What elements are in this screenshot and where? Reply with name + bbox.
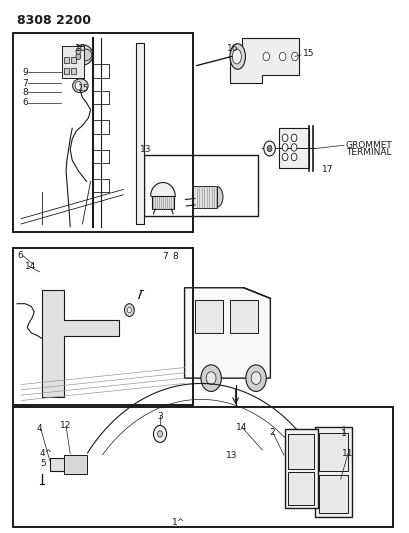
- Circle shape: [291, 52, 297, 61]
- Bar: [144, 155, 258, 216]
- Text: 4: 4: [37, 424, 42, 433]
- Circle shape: [290, 154, 296, 161]
- Bar: [315, 427, 351, 518]
- Circle shape: [127, 308, 131, 313]
- Bar: [229, 300, 258, 333]
- Circle shape: [75, 82, 81, 90]
- Circle shape: [251, 372, 261, 384]
- Text: 6: 6: [22, 98, 28, 107]
- Bar: [284, 429, 317, 508]
- Text: 15: 15: [78, 84, 90, 93]
- Text: 9: 9: [22, 68, 28, 77]
- Polygon shape: [41, 290, 119, 397]
- Ellipse shape: [232, 49, 241, 64]
- Circle shape: [124, 304, 134, 317]
- Circle shape: [281, 144, 287, 151]
- Polygon shape: [150, 182, 175, 196]
- Circle shape: [263, 52, 269, 61]
- Text: 7: 7: [22, 78, 28, 87]
- Ellipse shape: [79, 49, 92, 61]
- Circle shape: [290, 144, 296, 151]
- Circle shape: [281, 154, 287, 161]
- Text: GROMMET: GROMMET: [345, 141, 392, 150]
- Bar: [13, 33, 192, 232]
- Circle shape: [157, 431, 162, 437]
- Circle shape: [279, 52, 285, 61]
- Circle shape: [266, 146, 271, 152]
- Text: 8: 8: [172, 253, 178, 261]
- Bar: [194, 300, 223, 333]
- Circle shape: [245, 365, 265, 391]
- Text: 6: 6: [17, 252, 23, 260]
- Text: 1: 1: [340, 430, 346, 439]
- Circle shape: [263, 141, 274, 156]
- Text: 4^: 4^: [39, 449, 52, 458]
- Circle shape: [206, 372, 216, 384]
- Bar: [13, 407, 392, 527]
- Circle shape: [76, 53, 81, 60]
- Text: 10: 10: [74, 44, 86, 53]
- Text: 13: 13: [225, 451, 237, 460]
- Ellipse shape: [211, 187, 222, 207]
- Text: 7: 7: [162, 253, 167, 261]
- Text: 14: 14: [236, 423, 247, 432]
- Text: 3: 3: [157, 412, 162, 421]
- Ellipse shape: [72, 79, 88, 93]
- Bar: [151, 196, 174, 209]
- Bar: [62, 46, 84, 78]
- Bar: [49, 458, 82, 471]
- Bar: [318, 475, 347, 513]
- Text: 12: 12: [60, 422, 72, 431]
- Text: 2: 2: [269, 428, 274, 437]
- Text: 14: 14: [25, 262, 36, 271]
- Text: 11: 11: [342, 449, 353, 458]
- Text: 17: 17: [321, 165, 333, 174]
- Bar: [64, 68, 69, 74]
- Text: 1^: 1^: [171, 518, 184, 527]
- Text: 13: 13: [139, 145, 151, 154]
- Bar: [318, 433, 347, 471]
- Circle shape: [153, 425, 166, 442]
- Text: 16: 16: [226, 44, 238, 53]
- Bar: [135, 43, 144, 224]
- Text: 8: 8: [22, 87, 28, 96]
- Bar: [192, 185, 217, 208]
- Text: 15: 15: [302, 50, 314, 58]
- Ellipse shape: [72, 45, 93, 65]
- Bar: [71, 68, 76, 74]
- Bar: [287, 434, 313, 469]
- Bar: [64, 57, 69, 63]
- Polygon shape: [229, 38, 298, 83]
- Text: 5: 5: [40, 459, 46, 467]
- Text: TERMINAL: TERMINAL: [345, 148, 391, 157]
- Bar: [287, 472, 313, 505]
- Bar: [71, 57, 76, 63]
- Ellipse shape: [229, 44, 245, 69]
- Circle shape: [76, 48, 81, 54]
- Polygon shape: [184, 288, 270, 378]
- Circle shape: [200, 365, 221, 391]
- Text: 8308 2200: 8308 2200: [17, 14, 91, 27]
- Bar: [64, 455, 86, 474]
- Circle shape: [290, 134, 296, 142]
- Bar: [278, 128, 308, 168]
- Bar: [13, 248, 192, 405]
- Circle shape: [281, 134, 287, 142]
